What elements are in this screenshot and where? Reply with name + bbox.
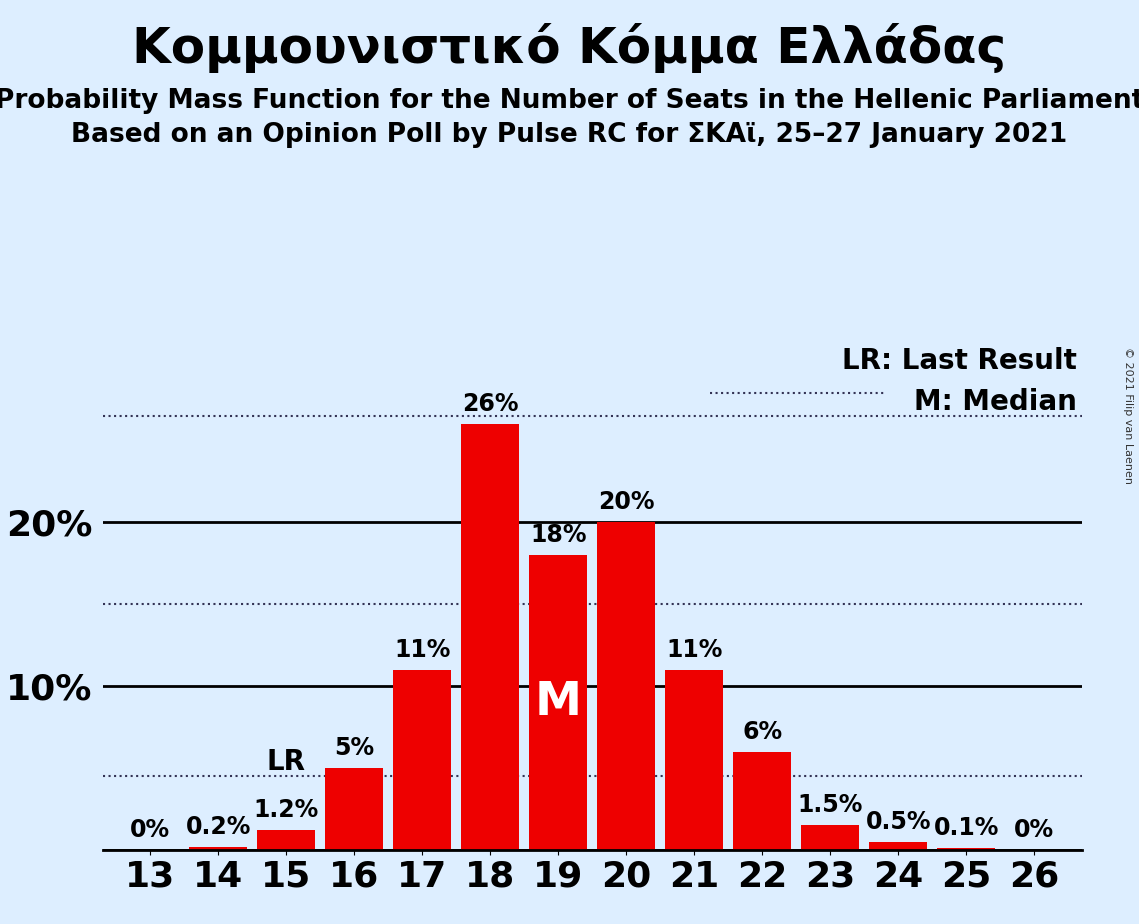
Bar [802, 825, 859, 850]
Text: 11%: 11% [394, 638, 450, 662]
Bar [665, 670, 723, 850]
Bar [189, 846, 247, 850]
Text: © 2021 Filip van Laenen: © 2021 Filip van Laenen [1123, 347, 1133, 484]
Text: Probability Mass Function for the Number of Seats in the Hellenic Parliament: Probability Mass Function for the Number… [0, 88, 1139, 114]
Text: 0.5%: 0.5% [866, 809, 932, 833]
Text: 5%: 5% [334, 736, 375, 760]
Text: Based on an Opinion Poll by Pulse RC for ΣΚΑϊ, 25–27 January 2021: Based on an Opinion Poll by Pulse RC for… [72, 122, 1067, 148]
Text: M: M [535, 680, 582, 725]
Text: LR: LR [267, 748, 305, 776]
Text: LR: Last Result: LR: Last Result [842, 346, 1077, 375]
Text: Κομμουνιστικό Κόμμα Ελλάδας: Κομμουνιστικό Κόμμα Ελλάδας [132, 23, 1007, 73]
Bar [530, 555, 588, 850]
Text: 18%: 18% [530, 523, 587, 547]
Text: 1.5%: 1.5% [797, 794, 863, 818]
Bar [393, 670, 451, 850]
Bar [937, 848, 995, 850]
Bar [597, 522, 655, 850]
Text: 26%: 26% [462, 392, 518, 416]
Bar [461, 424, 519, 850]
Text: 0%: 0% [130, 818, 170, 842]
Bar [734, 752, 792, 850]
Text: 0.1%: 0.1% [934, 816, 999, 840]
Text: 6%: 6% [743, 720, 782, 744]
Bar [326, 768, 383, 850]
Text: 11%: 11% [666, 638, 722, 662]
Bar [257, 831, 316, 850]
Bar [869, 842, 927, 850]
Text: 1.2%: 1.2% [254, 798, 319, 822]
Text: 20%: 20% [598, 490, 655, 514]
Text: M: Median: M: Median [915, 388, 1077, 416]
Text: 0.2%: 0.2% [186, 815, 251, 839]
Text: 0%: 0% [1015, 818, 1055, 842]
